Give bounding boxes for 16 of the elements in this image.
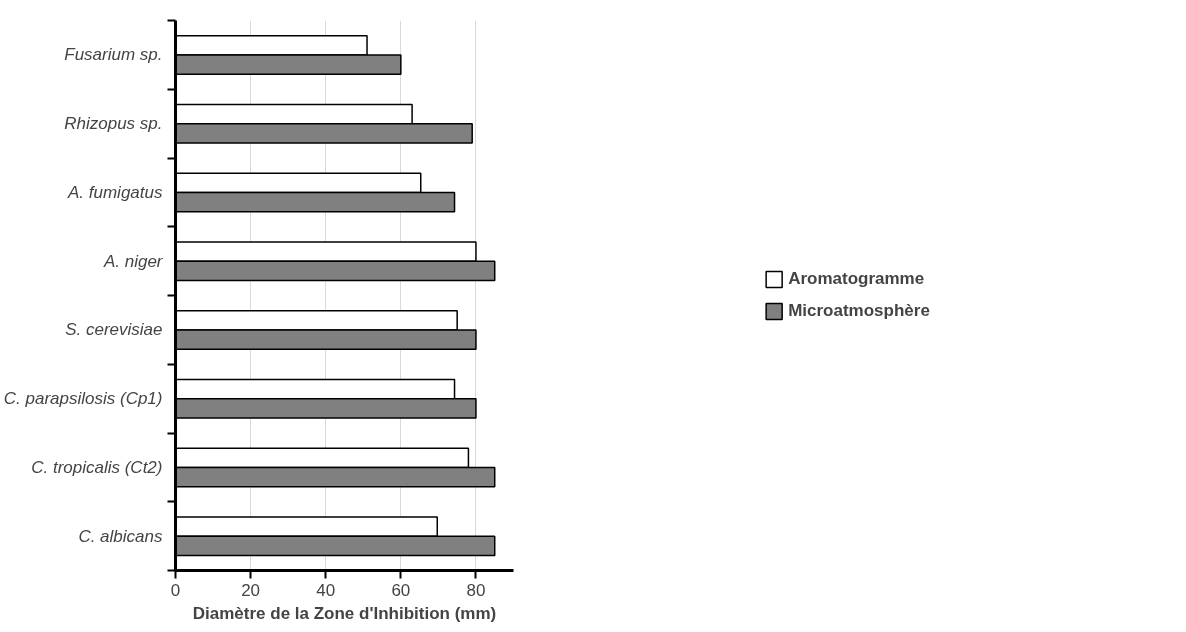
x-tick-label: 0	[170, 580, 181, 600]
y-tick-label: S. cerevisiae	[65, 320, 163, 340]
x-tick-label: 60	[391, 580, 411, 600]
y-tick-label: C. parapsilosis (Cp1)	[3, 389, 163, 409]
y-tick-label: Rhizopus sp.	[64, 114, 163, 134]
y-tick-label: A. fumigatus	[67, 182, 163, 202]
legend-label: Microatmosphère	[788, 301, 930, 321]
legend-label: Aromatogramme	[788, 269, 925, 289]
y-tick-label: C. tropicalis (Ct2)	[31, 457, 163, 477]
x-tick-label: 80	[466, 580, 486, 600]
x-tick-label: 20	[241, 580, 261, 600]
y-tick-label: A. niger	[102, 251, 164, 271]
y-tick-label: Fusarium sp.	[64, 45, 163, 65]
x-axis-title: Diamètre de la Zone d'Inhibition (mm)	[192, 603, 497, 623]
x-tick-label: 40	[316, 580, 336, 600]
y-tick-label: C. albicans	[78, 526, 163, 546]
